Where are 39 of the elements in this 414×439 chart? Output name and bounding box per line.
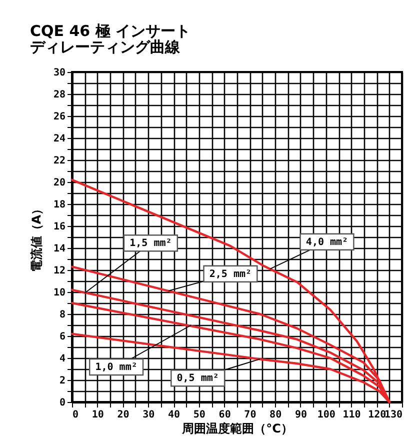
- y-tick-label: 8: [59, 310, 66, 320]
- x-tick-label: 110: [342, 410, 361, 420]
- x-tick-label: 30: [142, 410, 155, 420]
- chart-subtitle: ディレーティング曲線: [30, 38, 181, 56]
- annotation: 4,0 mm²: [306, 236, 348, 248]
- y-tick-label: 24: [53, 134, 66, 144]
- y-tick-label: 16: [53, 222, 66, 232]
- x-tick-label: 20: [117, 410, 130, 420]
- chart-title: CQE 46 極 インサート: [30, 22, 191, 40]
- y-tick-label: 28: [53, 90, 66, 100]
- y-tick-label: 26: [53, 112, 66, 122]
- y-tick-label: 0: [59, 398, 66, 408]
- y-tick-label: 10: [53, 288, 66, 298]
- x-axis-title: 周囲温度範囲（°C）: [181, 422, 293, 436]
- x-tick-label: 10: [92, 410, 104, 420]
- y-tick-label: 30: [53, 68, 66, 78]
- y-tick-label: 22: [53, 156, 66, 166]
- annotation: 1,0 mm²: [95, 362, 138, 373]
- x-tick-label: 40: [168, 410, 180, 420]
- y-tick-label: 2: [59, 376, 66, 386]
- x-tick-label: 90: [294, 410, 307, 420]
- annotation: 2,5 mm²: [209, 268, 252, 280]
- annotation: 1,5 mm²: [130, 238, 172, 250]
- y-axis-title: 電流値（A）: [29, 202, 44, 272]
- y-tick-label: 12: [53, 266, 66, 276]
- y-tick-label: 6: [59, 332, 66, 342]
- x-tick-label: 80: [270, 410, 282, 420]
- annotation: 0,5 mm²: [176, 373, 219, 384]
- x-tick-label: 0: [72, 410, 79, 420]
- x-tick-label: 70: [244, 410, 256, 420]
- y-tick-label: 4: [59, 354, 66, 364]
- x-tick-label: 50: [193, 410, 206, 420]
- x-tick-label: 130: [384, 410, 402, 420]
- x-tick-label: 60: [218, 410, 231, 420]
- x-tick-label: 100: [317, 410, 336, 420]
- x-tick-label: 120: [368, 410, 386, 420]
- y-tick-label: 18: [53, 200, 66, 210]
- y-tick-label: 14: [53, 244, 66, 254]
- y-tick-label: 20: [53, 178, 66, 188]
